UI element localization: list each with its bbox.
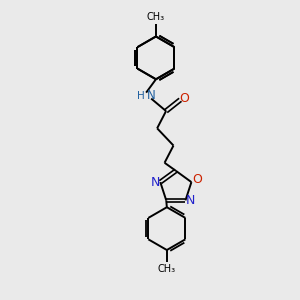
Text: N: N (150, 176, 160, 189)
Text: CH₃: CH₃ (147, 13, 165, 22)
Text: H: H (137, 91, 145, 100)
Text: N: N (186, 194, 196, 207)
Text: CH₃: CH₃ (158, 264, 176, 274)
Text: O: O (179, 92, 189, 105)
Text: N: N (147, 89, 156, 102)
Text: O: O (192, 173, 202, 186)
